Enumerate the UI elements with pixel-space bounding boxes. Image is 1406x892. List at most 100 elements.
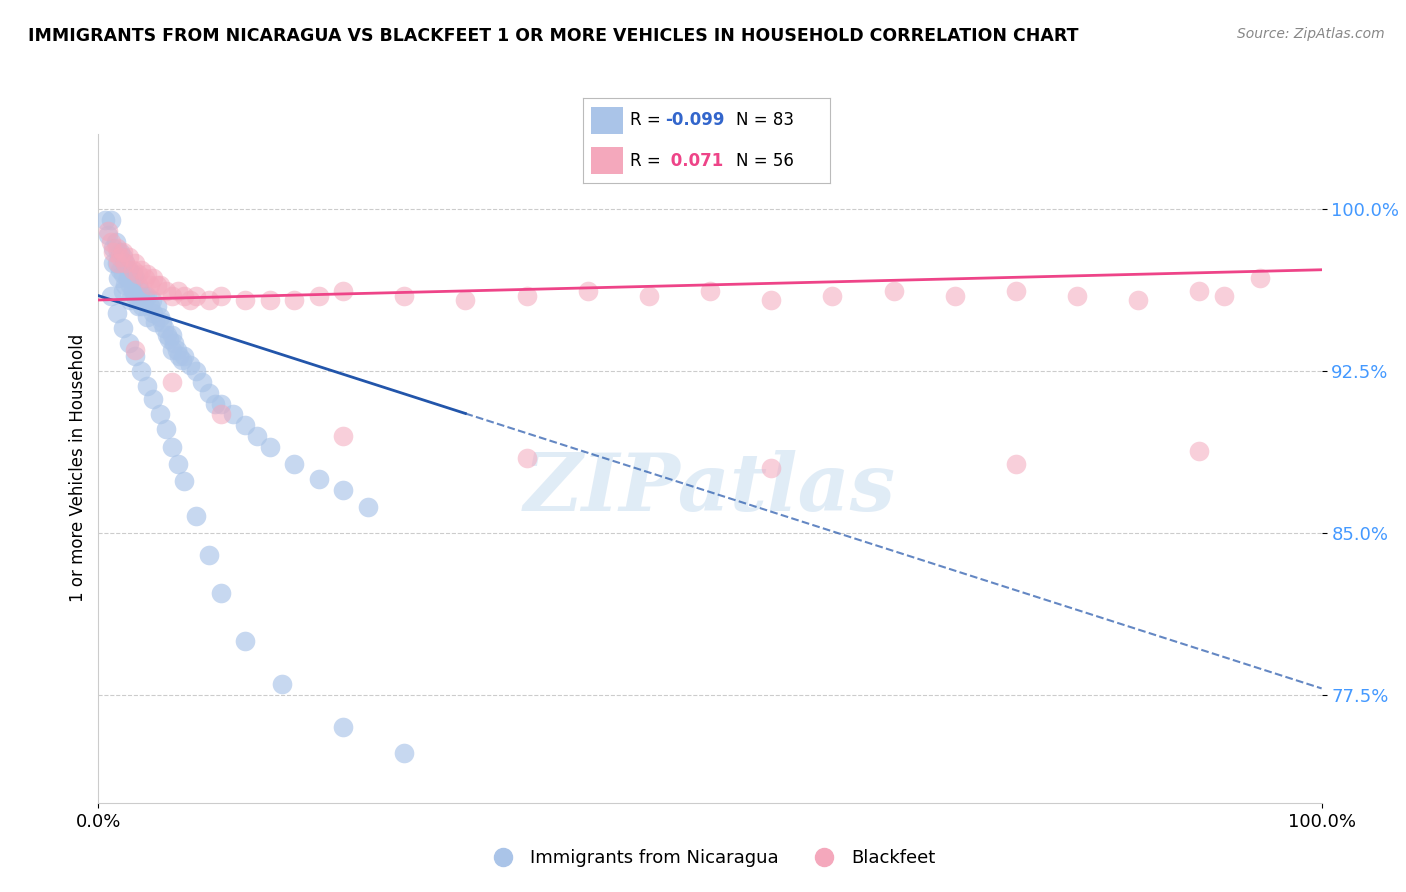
Point: [332, 429, 354, 443]
Point: [127, 277, 149, 292]
Point: [197, 385, 219, 400]
Point: [155, 422, 177, 436]
Point: [121, 267, 143, 281]
Point: [110, 250, 132, 264]
Point: [118, 336, 141, 351]
Point: [141, 293, 163, 307]
Point: [107, 256, 129, 270]
Point: [146, 300, 169, 314]
Text: IMMIGRANTS FROM NICARAGUA VS BLACKFEET 1 OR MORE VEHICLES IN HOUSEHOLD CORRELATI: IMMIGRANTS FROM NICARAGUA VS BLACKFEET 1…: [28, 27, 1078, 45]
Point: [142, 271, 165, 285]
Point: [101, 256, 124, 270]
Point: [150, 314, 173, 328]
Point: [114, 256, 136, 270]
Point: [118, 250, 141, 264]
Text: 0.071: 0.071: [665, 152, 723, 169]
Point: [111, 245, 134, 260]
Point: [101, 241, 124, 255]
Point: [1004, 285, 1026, 299]
Point: [111, 267, 134, 281]
Point: [209, 586, 232, 600]
Point: [943, 288, 966, 302]
Point: [121, 262, 143, 277]
Point: [160, 288, 183, 302]
Point: [97, 228, 120, 243]
Point: [308, 288, 330, 302]
Point: [118, 262, 141, 277]
Point: [761, 293, 783, 307]
Point: [246, 429, 269, 443]
Point: [233, 293, 256, 307]
Point: [392, 288, 416, 302]
Point: [332, 483, 354, 497]
Point: [186, 364, 208, 378]
Point: [1212, 288, 1234, 302]
Point: [1188, 444, 1211, 458]
Text: R =: R =: [630, 152, 666, 169]
Point: [129, 285, 152, 299]
Point: [576, 285, 599, 299]
Point: [139, 277, 162, 292]
Point: [104, 235, 127, 249]
Text: R =: R =: [630, 112, 666, 129]
Point: [204, 396, 226, 410]
Point: [186, 288, 208, 302]
Point: [233, 418, 256, 433]
Point: [155, 285, 177, 299]
Point: [120, 277, 142, 292]
Point: [167, 285, 190, 299]
Point: [332, 285, 354, 299]
Point: [157, 332, 180, 346]
Point: [186, 508, 208, 523]
Text: -0.099: -0.099: [665, 112, 724, 129]
Point: [129, 262, 152, 277]
Point: [156, 327, 179, 342]
Point: [136, 267, 159, 281]
Point: [699, 285, 721, 299]
Point: [136, 379, 159, 393]
Point: [149, 277, 172, 292]
Point: [101, 245, 124, 260]
Point: [167, 349, 190, 363]
Point: [139, 300, 162, 314]
Point: [637, 288, 661, 302]
Point: [127, 300, 149, 314]
Point: [167, 457, 190, 471]
Point: [93, 213, 115, 227]
Point: [1249, 271, 1271, 285]
Point: [134, 271, 156, 285]
Y-axis label: 1 or more Vehicles in Household: 1 or more Vehicles in Household: [69, 334, 87, 602]
Point: [110, 245, 132, 260]
Point: [1004, 457, 1026, 471]
Point: [110, 262, 132, 277]
Point: [100, 213, 122, 227]
Point: [1188, 285, 1211, 299]
Point: [100, 235, 122, 249]
Point: [100, 288, 122, 302]
Point: [124, 256, 146, 270]
Point: [142, 306, 165, 320]
Point: [163, 336, 186, 351]
Point: [883, 285, 905, 299]
Point: [259, 293, 281, 307]
Text: N = 56: N = 56: [737, 152, 794, 169]
Point: [153, 321, 176, 335]
Point: [160, 343, 183, 357]
Point: [1066, 288, 1088, 302]
Point: [308, 472, 330, 486]
Point: [117, 271, 139, 285]
Point: [259, 440, 281, 454]
Bar: [591, 107, 623, 134]
Point: [283, 293, 305, 307]
Point: [136, 288, 159, 302]
Point: [821, 288, 844, 302]
Point: [136, 310, 159, 325]
Text: Source: ZipAtlas.com: Source: ZipAtlas.com: [1237, 27, 1385, 41]
Point: [160, 375, 183, 389]
Point: [515, 450, 537, 465]
Point: [111, 321, 134, 335]
Point: [173, 349, 195, 363]
Point: [142, 392, 165, 407]
Point: [332, 720, 354, 734]
Point: [127, 267, 149, 281]
